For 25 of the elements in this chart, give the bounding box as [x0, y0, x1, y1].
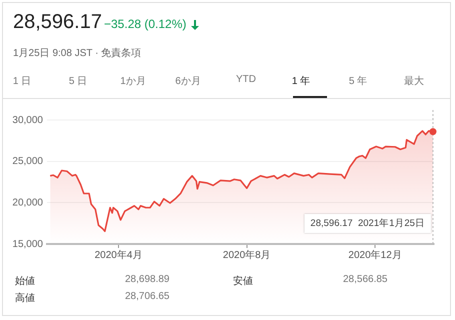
- y-tick-label: 15,000: [12, 238, 44, 250]
- text: 最大: [403, 74, 425, 88]
- x-tick-label: 2020年12月: [348, 248, 402, 261]
- y-tick-label: 30,000: [12, 114, 44, 126]
- y-tick-label: 25,000: [12, 156, 44, 168]
- x-tick-label: 2020年8月: [222, 248, 271, 261]
- text: 高値: [15, 292, 35, 305]
- text: 6か月: [174, 75, 202, 88]
- text: 1か月: [119, 75, 147, 88]
- text: 1 年: [290, 75, 312, 88]
- y-tick-label: 20,000: [12, 197, 44, 208]
- chart-title: 28,596.17: [13, 11, 102, 34]
- text: 5 日: [68, 75, 88, 88]
- annotation: 28,596.17 2021年1月25日: [310, 217, 425, 230]
- text: 28,566.85: [343, 274, 388, 285]
- text: 28,698.89: [125, 274, 170, 285]
- text: 1 日: [12, 75, 32, 88]
- text: 始値: [15, 275, 35, 288]
- chart-subtitle: −35.28 (0.12%): [104, 17, 186, 31]
- text: 安値: [233, 274, 253, 288]
- text: YTD: [235, 74, 257, 85]
- text: 28,706.65: [125, 291, 170, 302]
- text: 5 年: [348, 75, 368, 88]
- text: 1月25日 9:08 JST · 免責条項: [13, 46, 142, 60]
- x-tick-label: 2020年4月: [94, 248, 142, 261]
